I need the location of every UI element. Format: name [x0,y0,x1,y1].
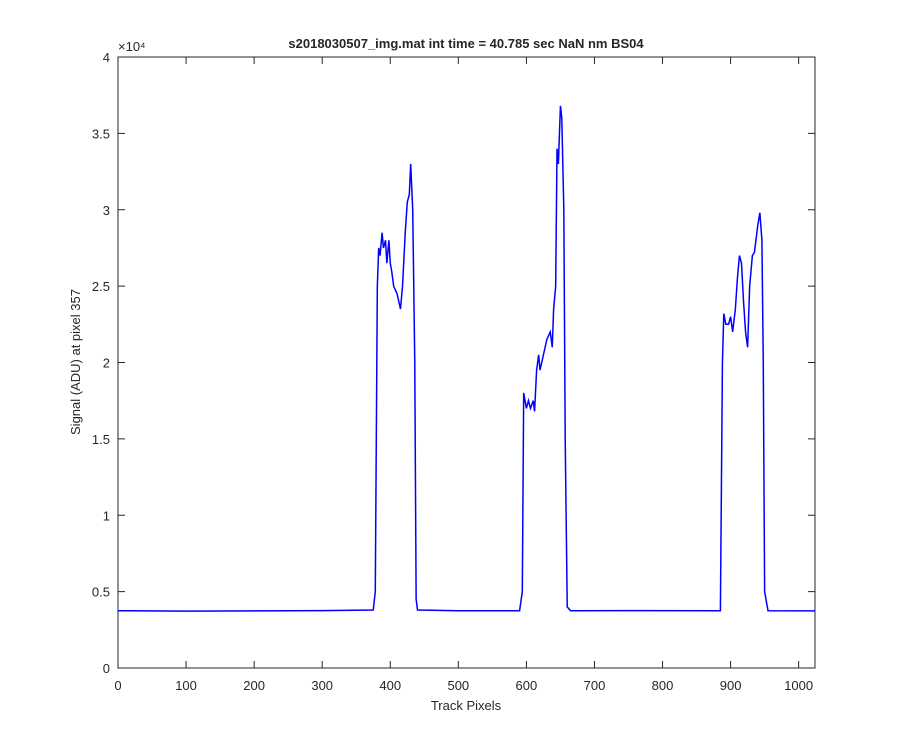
x-tick-label: 600 [516,678,538,693]
y-tick-label: 4 [103,50,110,65]
x-tick-label: 400 [379,678,401,693]
y-tick-label: 1.5 [92,432,110,447]
x-tick-label: 200 [243,678,265,693]
data-line [117,105,816,612]
y-tick-label: 3 [103,203,110,218]
x-axis-label: Track Pixels [431,698,502,713]
x-tick-label: 700 [584,678,606,693]
y-exponent: ×10⁴ [118,39,146,54]
x-tick-label: 300 [311,678,333,693]
y-tick-label: 2.5 [92,279,110,294]
y-axis-label: Signal (ADU) at pixel 357 [68,289,83,435]
y-tick-label: 1 [103,508,110,523]
x-tick-label: 1000 [784,678,813,693]
x-tick-label: 800 [652,678,674,693]
chart-title: s2018030507_img.mat int time = 40.785 se… [288,36,644,51]
plot-frame [117,56,816,669]
x-tick-label: 100 [175,678,197,693]
y-tick-label: 0 [103,661,110,676]
x-tick-label: 500 [447,678,469,693]
x-tick-label: 900 [720,678,742,693]
y-tick-label: 2 [103,356,110,371]
y-tick-label: 0.5 [92,585,110,600]
x-tick-label: 0 [114,678,121,693]
y-tick-label: 3.5 [92,126,110,141]
